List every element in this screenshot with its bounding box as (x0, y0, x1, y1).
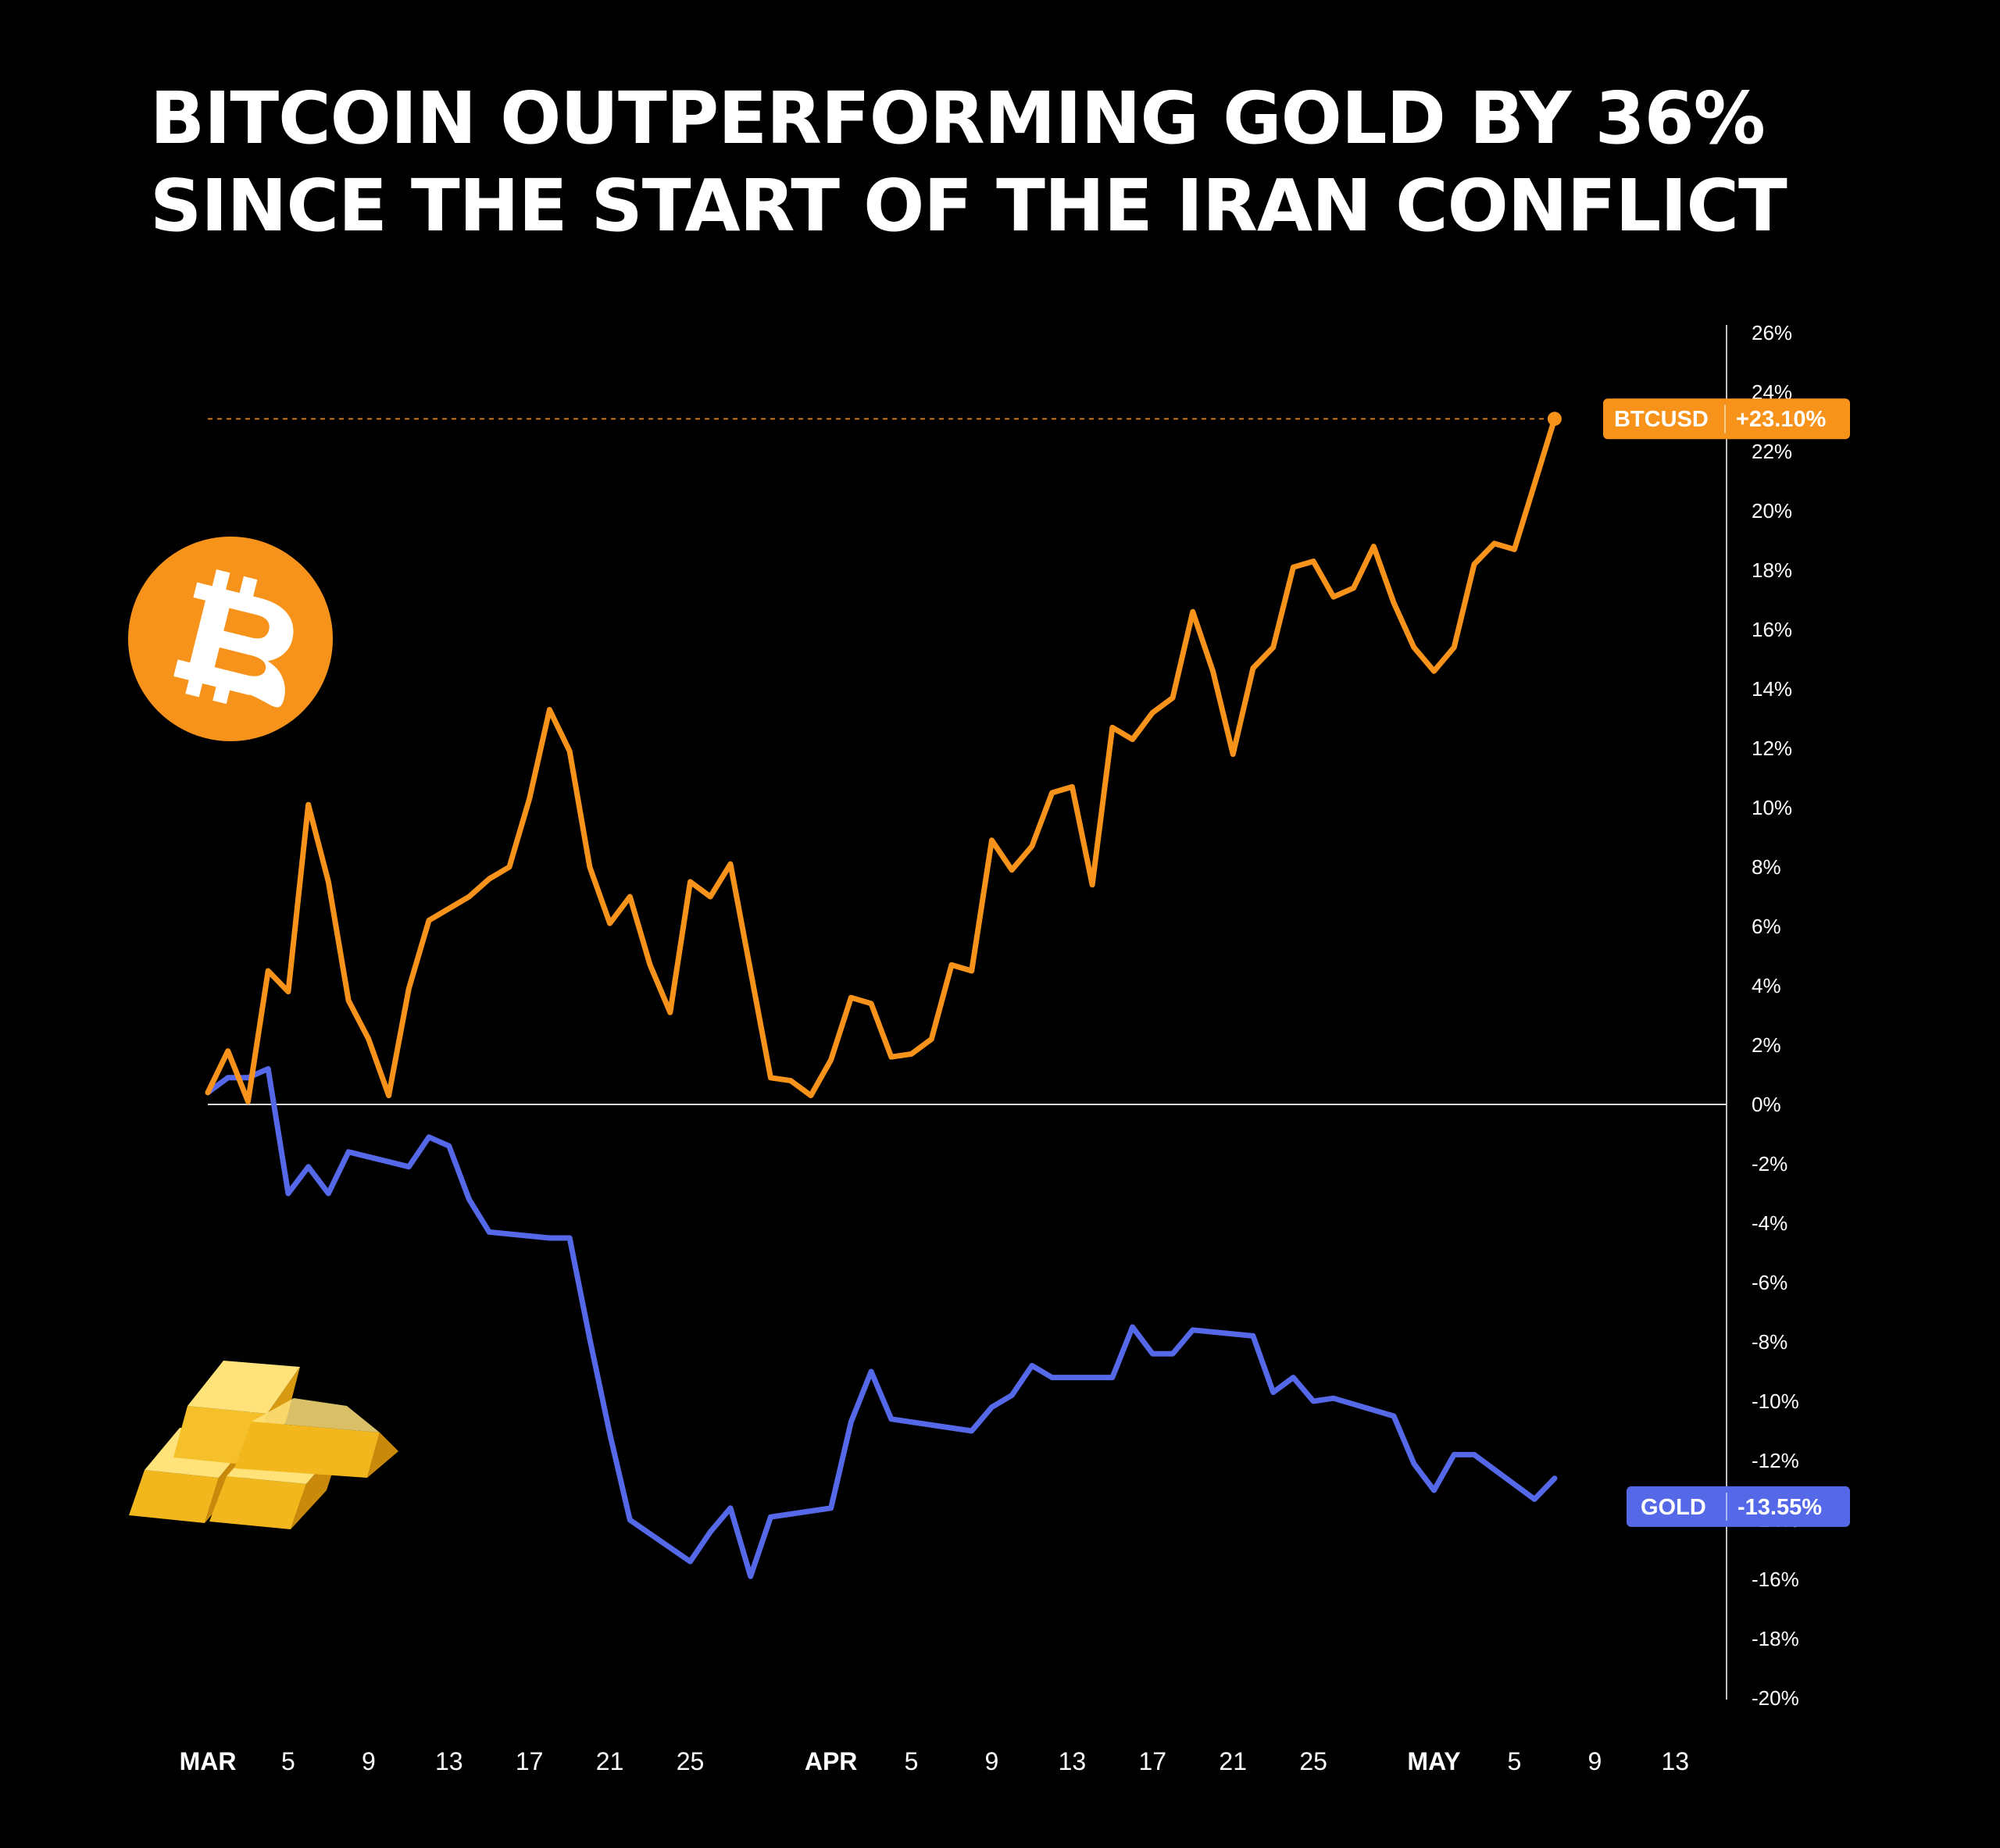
y-tick-label: 10% (1752, 796, 1792, 819)
y-tick-label: 2% (1752, 1033, 1781, 1057)
y-tick-label: -8% (1752, 1330, 1788, 1354)
x-tick-label: 25 (1299, 1747, 1327, 1775)
x-axis-ticks: MAR 5 9 13 17 21 25 APR 5 9 13 17 21 25 MAY 5 9 13 (180, 1747, 1690, 1775)
gold-badge-value: -13.55% (1738, 1495, 1822, 1520)
y-tick-label: 20% (1752, 499, 1792, 523)
y-tick-label: -16% (1752, 1568, 1799, 1591)
x-tick-label: 17 (1139, 1747, 1167, 1775)
btc-badge-background (1603, 398, 1850, 440)
y-tick-label: 22% (1752, 440, 1792, 463)
x-tick-label: 17 (516, 1747, 544, 1775)
gold-badge-background (1627, 1486, 1850, 1527)
series-line-btcusd (205, 416, 1558, 1104)
bitcoin-logo-icon (128, 537, 333, 741)
gold-bars-icon (129, 1361, 398, 1529)
gold-value-badge: GOLD -13.55% (1627, 1486, 1850, 1527)
x-tick-label: 5 (905, 1747, 919, 1775)
x-tick-label: 9 (362, 1747, 376, 1775)
y-tick-label: 4% (1752, 974, 1781, 997)
x-tick-label: APR (805, 1747, 858, 1775)
x-tick-label: 13 (1661, 1747, 1689, 1775)
x-tick-label: MAY (1407, 1747, 1460, 1775)
x-tick-label: 13 (1059, 1747, 1087, 1775)
y-tick-label: 8% (1752, 855, 1781, 879)
x-tick-label: 9 (1588, 1747, 1602, 1775)
y-tick-label: -4% (1752, 1211, 1788, 1235)
y-tick-label: -20% (1752, 1686, 1799, 1710)
y-tick-label: -2% (1752, 1152, 1788, 1176)
x-tick-label: 9 (985, 1747, 999, 1775)
x-tick-label: 5 (281, 1747, 295, 1775)
y-tick-label: 14% (1752, 677, 1792, 701)
y-tick-label: 16% (1752, 618, 1792, 641)
gold-badge-label: GOLD (1641, 1495, 1706, 1520)
btc-last-point-marker (1547, 412, 1562, 426)
btc-badge-label: BTCUSD (1614, 407, 1709, 432)
series-line-gold (205, 1065, 1558, 1579)
x-tick-label: 5 (1508, 1747, 1522, 1775)
y-axis-ticks: 26%24%22%20%18%16%14%12%10%8%6%4%2%0%-2%… (1752, 321, 1799, 1710)
y-tick-label: -18% (1752, 1627, 1799, 1650)
x-tick-label: 13 (435, 1747, 463, 1775)
chart-title: BITCOIN OUTPERFORMING GOLD BY 36% SINCE … (150, 75, 1869, 250)
x-tick-label: 21 (1219, 1747, 1247, 1775)
y-tick-label: 0% (1752, 1093, 1781, 1116)
data-points (1547, 412, 1562, 426)
btc-badge-value: +23.10% (1736, 407, 1827, 432)
y-tick-label: 26% (1752, 321, 1792, 344)
chart-title-line-2: SINCE THE START OF THE IRAN CONFLICT (150, 164, 1788, 248)
x-tick-label: MAR (180, 1747, 237, 1775)
y-tick-label: 6% (1752, 915, 1781, 938)
y-tick-label: -6% (1752, 1271, 1788, 1294)
y-tick-label: 18% (1752, 558, 1792, 582)
y-tick-label: -12% (1752, 1449, 1799, 1472)
btc-value-badge: BTCUSD +23.10% (1603, 398, 1850, 440)
x-tick-label: 21 (596, 1747, 624, 1775)
y-tick-label: -10% (1752, 1390, 1799, 1413)
y-tick-label: 12% (1752, 737, 1792, 760)
x-tick-label: 25 (677, 1747, 705, 1775)
chart-title-line-1: BITCOIN OUTPERFORMING GOLD BY 36% (150, 77, 1766, 160)
